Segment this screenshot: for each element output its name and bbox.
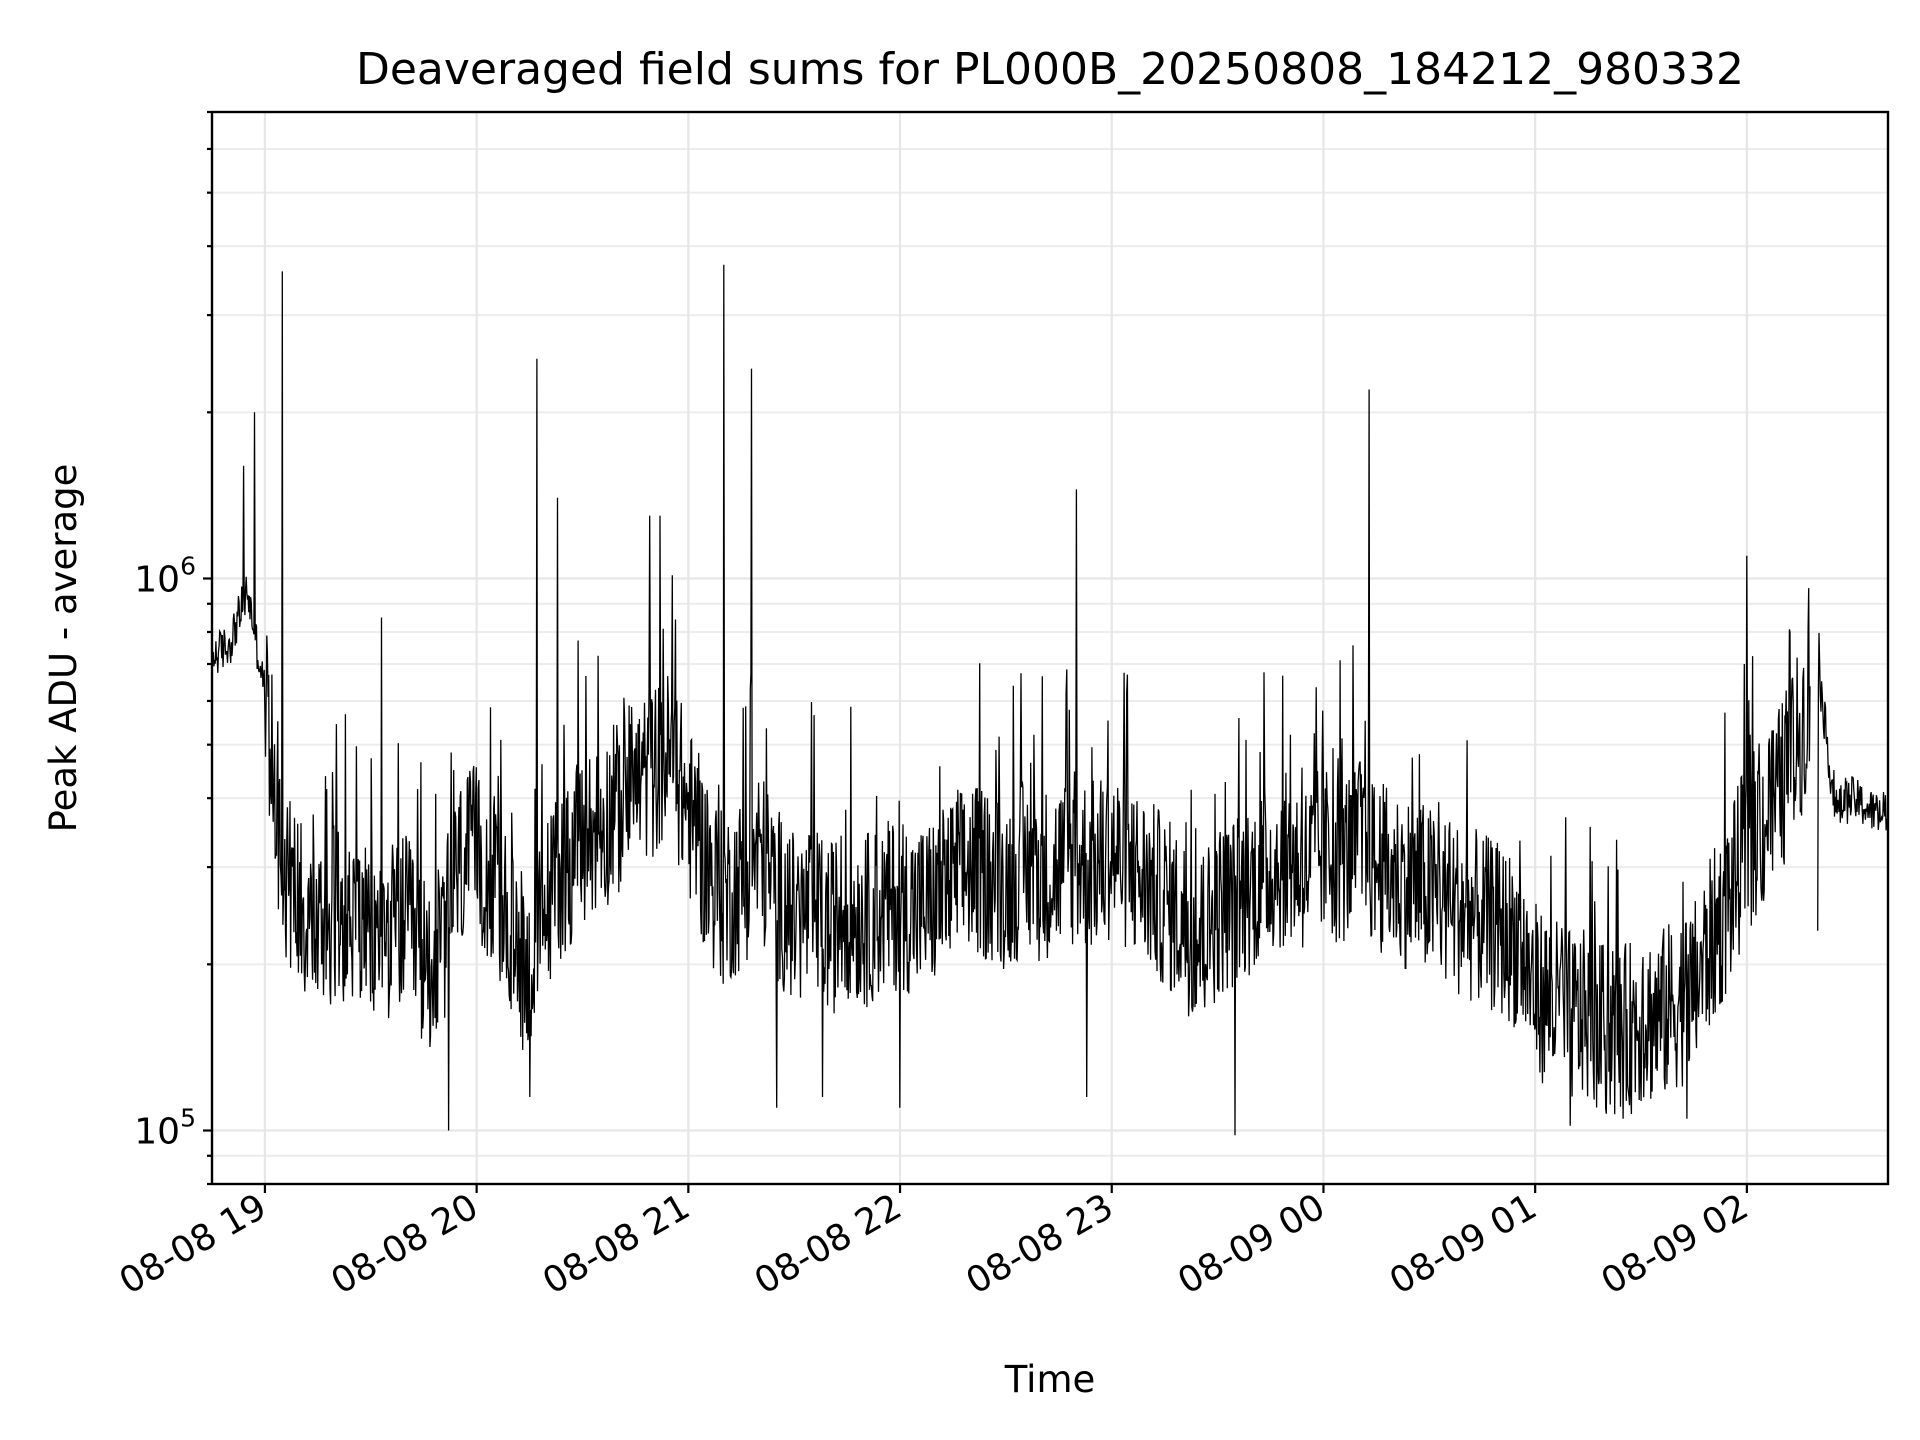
y-tick-label: 106 (134, 551, 196, 600)
chart-title: Deaveraged field sums for PL000B_2025080… (356, 44, 1744, 95)
grid (212, 111, 1888, 1185)
series-line (212, 264, 1888, 1136)
plot-area (212, 264, 1888, 1136)
x-axis-label: Time (1004, 1358, 1096, 1401)
y-tick-label: 105 (134, 1104, 196, 1153)
axes-frame (210, 110, 1890, 1186)
y-axis-label: Peak ADU - average (42, 464, 85, 833)
